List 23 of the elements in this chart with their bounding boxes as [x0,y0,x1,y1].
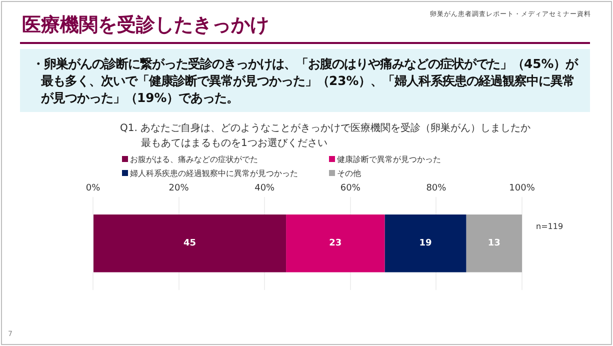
chart-title: 医療機関を受診したきっかけ [22,13,269,38]
text: ・卵巣がんの診断に繋がった受診のきっかけは、「お腹のはりや痛みなどの症状がでた」（45%）が最も多く、次いで「健康診断で異常が見つかった」（23%）、「婦人科系疾患の経過観察中に異常が見つかった」（19%）であった。 [20,49,590,112]
bar [286,214,385,272]
chart-subtitle: Q1. あなたご自身は、どのようなことがきっかけで医療機関を受診（卵巣がん）しましたか [120,122,531,136]
legend-label: 婦人科系疾患の経過観察中に異常が見つかった [129,168,299,179]
data-label: 19 [419,238,432,249]
text: 最もあてはまるものを1つお選びください [141,137,328,151]
x-tick-label: 60% [340,184,361,194]
x-tick-label: 80% [426,184,447,194]
x-tick-label: 100% [509,184,536,194]
x-tick-label: 0% [86,184,101,194]
data-label: 45 [184,238,196,249]
text: n=119 [536,222,564,231]
bar [466,214,522,272]
legend-label: お腹がはる、痛みなどの症状がでた [129,154,259,165]
bar [384,214,466,272]
x-tick-label: 20% [168,184,190,194]
bar [94,214,286,272]
data-label: 13 [488,238,500,249]
legend-label: 健康診断で異常が見つかった [336,154,442,165]
data-label: 23 [329,238,342,249]
x-tick-label: 40% [254,184,276,194]
legend-label: その他 [336,168,362,179]
